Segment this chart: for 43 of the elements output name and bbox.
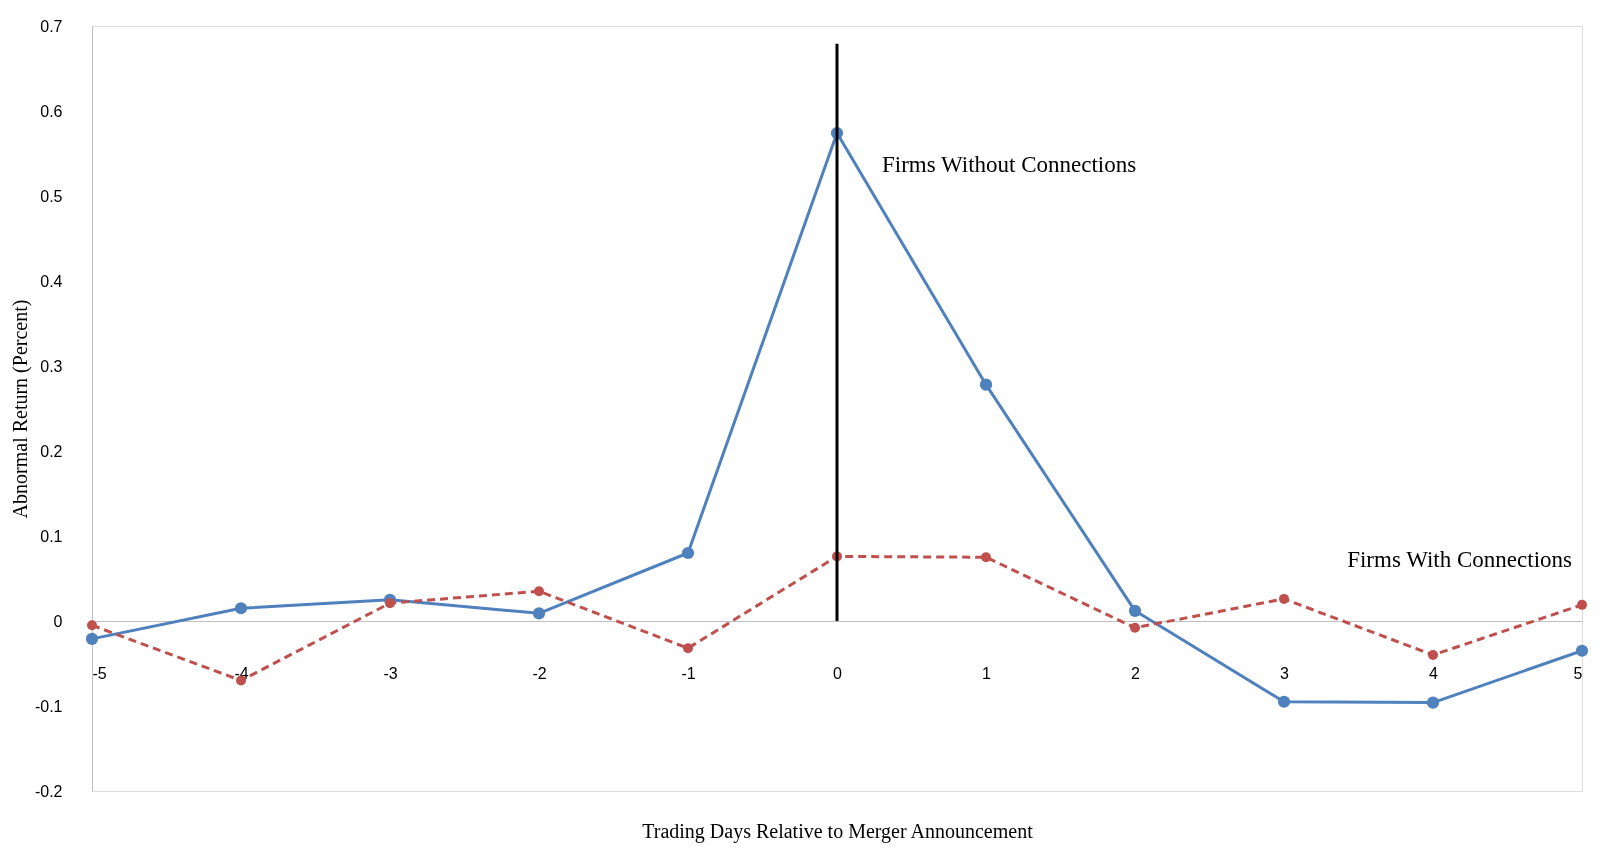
x-tick-label: 5 — [1573, 664, 1583, 682]
point — [532, 607, 546, 620]
point — [683, 643, 693, 654]
x-tick-label: -1 — [681, 664, 696, 682]
point — [1128, 604, 1142, 617]
point — [534, 586, 544, 597]
x-tick-label: -5 — [92, 664, 107, 682]
point — [1279, 593, 1289, 604]
x-tick-label: 1 — [982, 664, 992, 682]
point — [1130, 622, 1140, 633]
x-tick-label: -2 — [532, 664, 547, 682]
y-tick-label: -0.1 — [34, 697, 63, 715]
y-tick-label: 0.7 — [40, 17, 63, 35]
y-tick-label: 0.5 — [40, 187, 63, 205]
point — [981, 552, 991, 563]
x-tick-label: 4 — [1429, 664, 1439, 682]
y-tick-label: -0.2 — [34, 782, 63, 800]
x-tick-label: -4 — [234, 664, 249, 682]
point — [1277, 695, 1291, 708]
point — [1426, 696, 1440, 709]
x-tick-label: -3 — [383, 664, 398, 682]
y-axis-title: Abnormal Return (Percent) — [8, 299, 32, 519]
point — [1428, 650, 1438, 660]
point — [87, 620, 97, 631]
y-tick-label: 0.2 — [40, 442, 63, 460]
x-tick-label: 0 — [833, 664, 843, 682]
point — [1575, 644, 1589, 657]
x-axis-title: Trading Days Relative to Merger Announcement — [642, 819, 1034, 843]
point — [681, 546, 695, 560]
point — [385, 598, 395, 609]
y-tick-label: 0.1 — [40, 527, 63, 545]
y-tick-label: 0 — [53, 612, 63, 630]
series-label: Firms With Connections — [1347, 546, 1573, 572]
x-tick-label: 2 — [1131, 664, 1141, 682]
y-tick-label: 0.6 — [40, 102, 63, 120]
y-tick-label: 0.4 — [40, 272, 63, 290]
point — [85, 632, 99, 645]
y-tick-label: 0.3 — [40, 357, 63, 375]
x-tick-label: 3 — [1280, 664, 1290, 682]
point — [234, 602, 248, 615]
point — [979, 378, 993, 391]
point — [1577, 599, 1587, 610]
series-label: Firms Without Connections — [882, 152, 1137, 178]
